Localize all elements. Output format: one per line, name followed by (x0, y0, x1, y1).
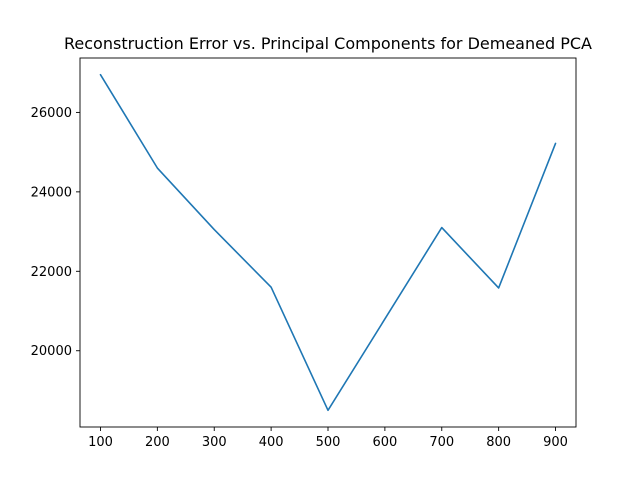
x-tick-label: 400 (259, 435, 284, 450)
y-tick-label: 20000 (31, 344, 72, 359)
series-line-0 (99, 73, 557, 412)
y-tick-label: 24000 (31, 185, 72, 200)
x-tick-label: 600 (372, 435, 397, 450)
x-tick-label: 100 (88, 435, 113, 450)
chart-title: Reconstruction Error vs. Principal Compo… (64, 34, 592, 53)
x-tick-label: 900 (543, 435, 568, 450)
x-tick-label: 300 (202, 435, 227, 450)
x-tick-label: 200 (145, 435, 170, 450)
x-tick-label: 700 (429, 435, 454, 450)
y-tick-label: 22000 (31, 265, 72, 280)
plot-frame (79, 57, 577, 428)
plot-area: 100 200 300 400 500 600 700 800 900 20000 22000 240… (31, 57, 577, 450)
x-tick-label: 500 (316, 435, 341, 450)
x-tick-label: 800 (486, 435, 511, 450)
y-tick-label: 26000 (31, 106, 72, 121)
